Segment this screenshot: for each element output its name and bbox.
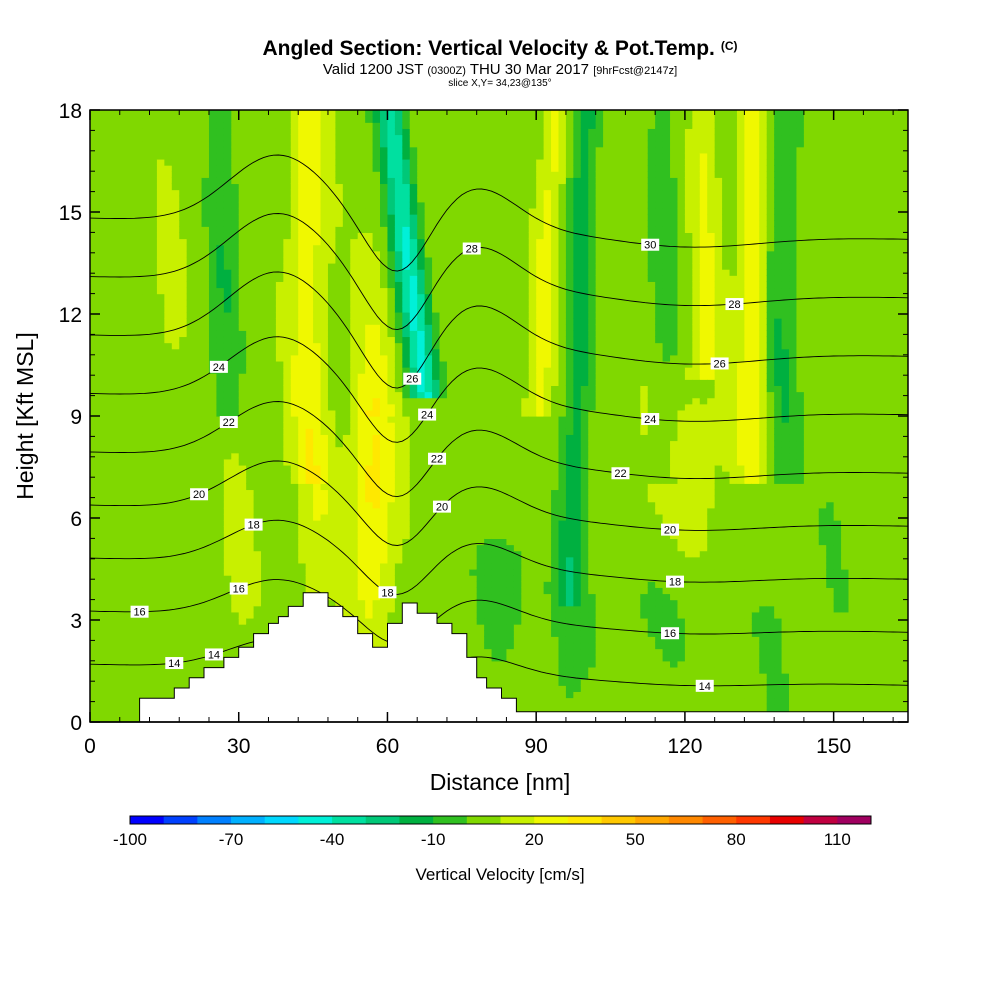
- contour-label: 28: [462, 242, 481, 256]
- x-tick-label: 30: [227, 735, 250, 758]
- contour-label: 22: [611, 467, 630, 480]
- slice-info: slice X,Y= 34,23@135°: [448, 78, 552, 89]
- colorbar-swatch: [231, 816, 266, 824]
- colorbar-label: -10: [421, 830, 446, 849]
- contour-label: 26: [710, 357, 729, 370]
- x-tick-label: 0: [84, 735, 96, 758]
- colorbar-swatch: [769, 816, 805, 824]
- colorbar-swatch: [197, 816, 232, 824]
- colorbar-swatch: [466, 816, 501, 824]
- colorbar-swatch: [534, 816, 569, 824]
- contour-label: 14: [165, 657, 184, 670]
- vertical-velocity-field: [90, 110, 908, 722]
- colorbar-label: -100: [113, 830, 147, 849]
- colorbar-swatch: [837, 816, 872, 824]
- contour-label: 16: [661, 627, 680, 640]
- contour-label: 20: [190, 488, 209, 501]
- contour-label: 22: [428, 452, 447, 466]
- colorbar-swatch: [298, 816, 333, 824]
- chart-title: Angled Section: Vertical Velocity & Pot.…: [262, 37, 738, 60]
- colorbar-swatch: [399, 816, 434, 824]
- theta-contours: 16 14 24 22 20 18 16 14 18 20 22 24 26 28 30 28 26 24 22 20…: [90, 154, 908, 693]
- colorbar-swatch: [500, 816, 535, 824]
- colorbar-swatch: [332, 816, 367, 824]
- y-tick-label: 9: [70, 406, 82, 429]
- contour-label: 24: [209, 360, 228, 374]
- contour-label: 18: [244, 518, 263, 532]
- chart-subtitle: Valid 1200 JST (0300Z) THU 30 Mar 2017 […: [322, 61, 678, 78]
- contour-label: 30: [641, 238, 660, 252]
- colorbar-swatch: [668, 816, 703, 824]
- contour-label: 16: [130, 605, 149, 619]
- colorbar-swatch: [635, 816, 670, 824]
- y-tick-label: 0: [70, 712, 82, 735]
- colorbar-swatch: [736, 816, 771, 824]
- colorbar-swatch: [702, 816, 737, 824]
- contour-label: 26: [403, 372, 422, 386]
- y-tick-label: 12: [59, 304, 82, 327]
- contour-label: 14: [695, 679, 714, 693]
- contour-label: 18: [378, 586, 397, 599]
- colorbar-swatch: [365, 816, 400, 824]
- x-tick-label: 120: [667, 735, 702, 758]
- contour-label: 20: [661, 523, 680, 537]
- colorbar-label: 20: [525, 830, 544, 849]
- y-tick-label: 3: [70, 610, 82, 633]
- contour-label: 24: [641, 413, 660, 426]
- contour-label: 18: [665, 575, 684, 589]
- contour-label: 24: [418, 408, 437, 422]
- colorbar-swatch: [601, 816, 636, 824]
- x-axis-label: Distance [nm]: [430, 769, 571, 795]
- colorbar-swatch: [433, 816, 468, 824]
- colorbar-swatch: [163, 816, 198, 824]
- colorbar-label: -70: [219, 830, 244, 849]
- y-tick-label: 6: [70, 508, 82, 531]
- y-axis-label: Height [Kft MSL]: [12, 332, 38, 499]
- axes: 0 30 60 90 120 150 0 3 6 9 12 15 18: [59, 100, 908, 758]
- colorbar-label: 110: [824, 830, 851, 849]
- contour-label: 28: [725, 298, 744, 311]
- colorbar-swatch: [567, 816, 602, 824]
- contour-label: 14: [204, 648, 223, 661]
- colorbar-swatch: [130, 816, 165, 824]
- x-tick-label: 150: [816, 735, 851, 758]
- colorbar-label: -40: [320, 830, 345, 849]
- contour-label: 20: [432, 500, 451, 514]
- colorbar-swatch: [803, 816, 838, 824]
- colorbar-title: Vertical Velocity [cm/s]: [415, 865, 584, 884]
- x-tick-label: 90: [525, 735, 548, 758]
- y-tick-label: 18: [59, 100, 82, 123]
- x-tick-label: 60: [376, 735, 399, 758]
- terrain-profile: [90, 592, 909, 723]
- contour-label: 16: [229, 582, 248, 596]
- contour-label: 22: [219, 416, 238, 429]
- y-tick-label: 15: [59, 202, 82, 225]
- colorbar: -100 -70 -40 -10 20 50 80 110: [113, 815, 872, 849]
- colorbar-label: 50: [626, 830, 645, 849]
- colorbar-label: 80: [727, 830, 746, 849]
- colorbar-swatch: [264, 816, 299, 824]
